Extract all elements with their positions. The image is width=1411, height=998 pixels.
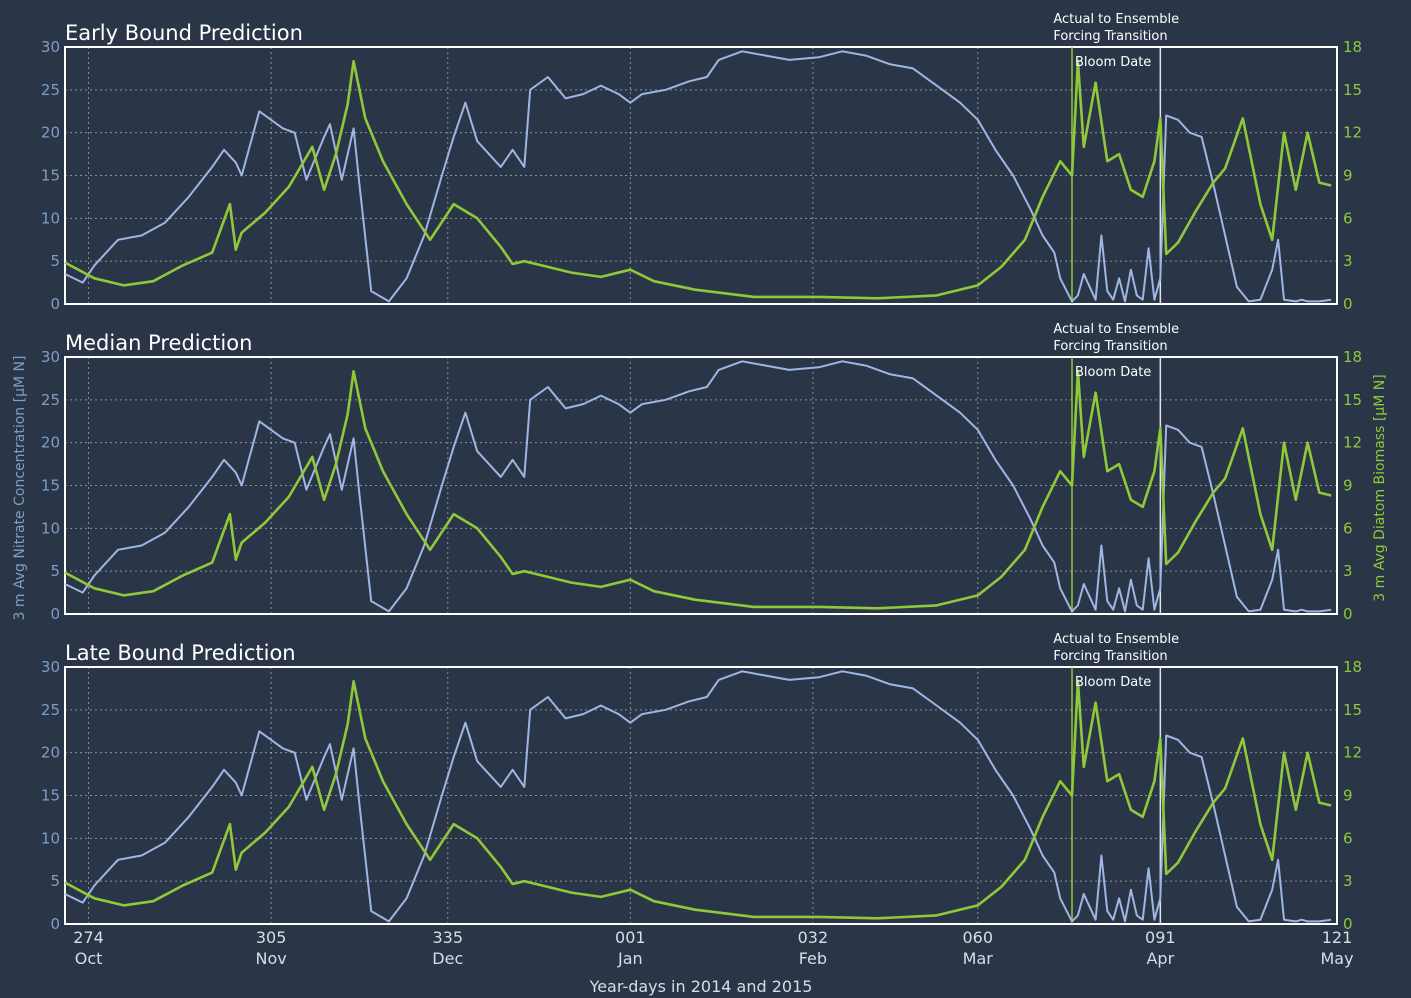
y-tick-label-left: 30 [41,348,60,366]
transition-annotation: Actual to Ensemble [1053,322,1179,337]
y-tick-label-left: 0 [50,295,60,313]
x-tick-label-month: Jan [617,949,643,968]
y-tick-label-right: 12 [1343,744,1362,762]
y-tick-label-right: 15 [1343,81,1362,99]
y-tick-label-right: 9 [1343,167,1353,185]
x-tick-label-month: Apr [1146,949,1174,968]
y-tick-label-left: 5 [50,252,60,270]
y-tick-label-left: 5 [50,562,60,580]
bloom-date-annotation: Bloom Date [1075,365,1151,380]
x-tick-label-month: Nov [255,949,286,968]
x-tick-label-month: Oct [75,949,103,968]
transition-annotation: Forcing Transition [1053,649,1167,664]
y-tick-label-right: 3 [1343,562,1353,580]
y-tick-label-right: 9 [1343,787,1353,805]
y-tick-label-left: 25 [41,391,60,409]
y-axis-label-left: 3 m Avg Nitrate Concentration [μM N] [12,356,28,621]
y-tick-label-right: 0 [1343,605,1353,623]
y-tick-label-left: 10 [41,829,60,847]
panel: 0 5 10 15 20 25 30 0 3 6 9 12 15 18 Median Prediction A… [41,322,1362,623]
y-tick-label-left: 30 [41,38,60,56]
x-tick-label-month: May [1320,949,1353,968]
y-tick-label-left: 10 [41,209,60,227]
x-tick-label-day: 121 [1322,928,1353,947]
y-tick-label-right: 9 [1343,477,1353,495]
y-tick-label-left: 30 [41,658,60,676]
x-tick-label-day: 305 [256,928,287,947]
x-tick-label-day: 032 [798,928,829,947]
y-tick-label-right: 6 [1343,209,1353,227]
plot-frame [64,666,1338,925]
transition-annotation: Forcing Transition [1053,339,1167,354]
plot-frame [64,46,1338,305]
series-line-nitrate [64,670,1332,923]
transition-annotation: Actual to Ensemble [1053,12,1179,27]
panel-title: Late Bound Prediction [65,641,296,665]
series-line-diatom [64,679,1332,920]
y-tick-label-right: 6 [1343,829,1353,847]
y-tick-label-right: 15 [1343,391,1362,409]
y-tick-label-right: 18 [1343,38,1362,56]
y-tick-label-left: 15 [41,477,60,495]
panel-title: Median Prediction [65,331,252,355]
series-line-nitrate [64,360,1332,613]
x-tick-label-month: Mar [963,949,994,968]
y-tick-label-left: 15 [41,167,60,185]
series-line-diatom [64,369,1332,610]
y-tick-label-left: 25 [41,701,60,719]
x-tick-label-day: 091 [1145,928,1176,947]
bloom-date-annotation: Bloom Date [1075,675,1151,690]
x-tick-label-month: Feb [799,949,827,968]
x-tick-label-day: 335 [433,928,464,947]
y-tick-label-right: 6 [1343,519,1353,537]
transition-annotation: Forcing Transition [1053,29,1167,44]
x-tick-label-day: 060 [963,928,994,947]
y-tick-label-right: 15 [1343,701,1362,719]
x-axis-label: Year-days in 2014 and 2015 [589,977,813,996]
x-tick-label-day: 001 [615,928,646,947]
y-axis-label-right: 3 m Avg Diatom Biomass [μM N] [1372,374,1388,601]
y-tick-label-right: 3 [1343,872,1353,890]
y-tick-label-left: 10 [41,519,60,537]
y-tick-label-left: 0 [50,915,60,933]
y-tick-label-left: 0 [50,605,60,623]
y-tick-label-left: 15 [41,787,60,805]
x-tick-label-day: 274 [73,928,104,947]
y-tick-label-left: 20 [41,434,60,452]
panel: 0 5 10 15 20 25 30 0 3 6 9 12 15 18 Late Bound Predict… [41,632,1362,968]
y-tick-label-right: 18 [1343,348,1362,366]
series-line-nitrate [64,50,1332,303]
y-tick-label-right: 12 [1343,124,1362,142]
bloom-date-annotation: Bloom Date [1075,55,1151,70]
y-tick-label-left: 25 [41,81,60,99]
y-tick-label-right: 18 [1343,658,1362,676]
y-tick-label-right: 12 [1343,434,1362,452]
series-line-diatom [64,59,1332,300]
y-tick-label-left: 20 [41,744,60,762]
x-tick-label-month: Dec [432,949,463,968]
y-tick-label-right: 0 [1343,295,1353,313]
panel-title: Early Bound Prediction [65,21,303,45]
panel: 0 5 10 15 20 25 30 0 3 6 9 12 15 18 Early Bound Predic… [41,12,1362,313]
y-tick-label-left: 5 [50,872,60,890]
y-tick-label-left: 20 [41,124,60,142]
transition-annotation: Actual to Ensemble [1053,632,1179,647]
plot-frame [64,356,1338,615]
y-tick-label-right: 0 [1343,915,1353,933]
y-tick-label-right: 3 [1343,252,1353,270]
